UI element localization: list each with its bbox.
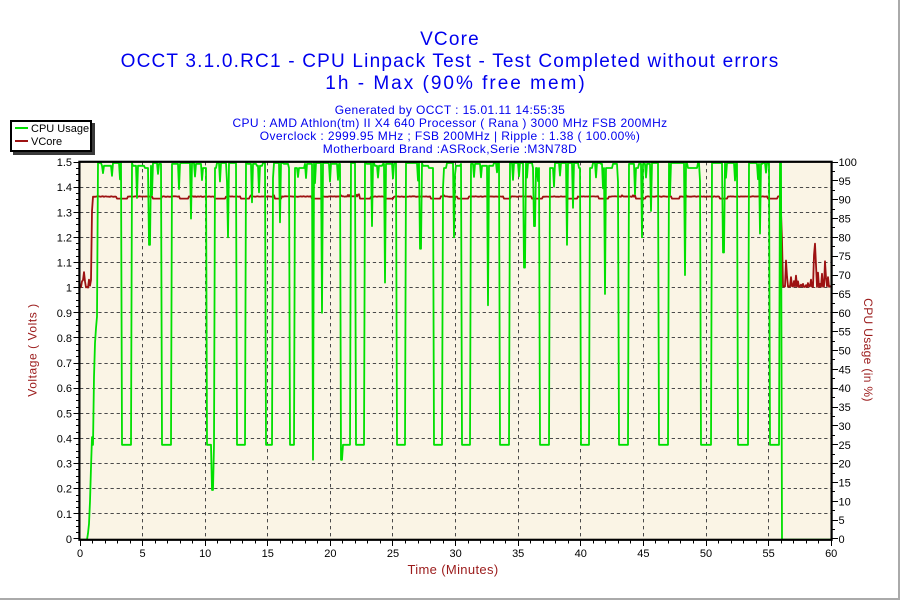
svg-text:15: 15 (839, 478, 851, 490)
svg-text:0.9: 0.9 (57, 308, 72, 320)
svg-text:0.7: 0.7 (57, 358, 72, 370)
svg-text:Voltage ( Volts ): Voltage ( Volts ) (26, 303, 40, 396)
svg-text:25: 25 (839, 440, 851, 452)
svg-text:95: 95 (839, 176, 851, 188)
svg-text:40: 40 (839, 383, 851, 395)
svg-text:0: 0 (77, 548, 83, 560)
svg-text:55: 55 (762, 548, 774, 560)
svg-text:20: 20 (324, 548, 336, 560)
svg-text:1.3: 1.3 (57, 207, 72, 219)
svg-text:0.3: 0.3 (57, 459, 72, 471)
svg-text:50: 50 (700, 548, 712, 560)
svg-text:75: 75 (839, 251, 851, 263)
svg-text:50: 50 (839, 346, 851, 358)
svg-text:0: 0 (839, 534, 845, 546)
svg-text:Time (Minutes): Time (Minutes) (407, 562, 498, 577)
svg-text:45: 45 (839, 364, 851, 376)
svg-text:5: 5 (140, 548, 146, 560)
svg-text:100: 100 (839, 157, 857, 169)
svg-text:80: 80 (839, 232, 851, 244)
svg-text:60: 60 (839, 308, 851, 320)
svg-text:1.1: 1.1 (57, 258, 72, 270)
svg-text:10: 10 (839, 496, 851, 508)
svg-text:1.2: 1.2 (57, 232, 72, 244)
svg-text:45: 45 (637, 548, 649, 560)
svg-text:30: 30 (449, 548, 461, 560)
svg-text:85: 85 (839, 214, 851, 226)
svg-text:10: 10 (199, 548, 211, 560)
svg-text:0.8: 0.8 (57, 333, 72, 345)
svg-text:55: 55 (839, 327, 851, 339)
svg-text:65: 65 (839, 289, 851, 301)
svg-text:90: 90 (839, 195, 851, 207)
svg-text:30: 30 (839, 421, 851, 433)
svg-text:35: 35 (839, 402, 851, 414)
svg-text:1.5: 1.5 (57, 157, 72, 169)
svg-text:0.2: 0.2 (57, 484, 72, 496)
svg-text:1: 1 (66, 283, 72, 295)
svg-text:20: 20 (839, 459, 851, 471)
svg-text:0.5: 0.5 (57, 408, 72, 420)
svg-text:60: 60 (825, 548, 837, 560)
svg-text:0.4: 0.4 (57, 434, 72, 446)
svg-text:25: 25 (387, 548, 399, 560)
svg-text:40: 40 (575, 548, 587, 560)
svg-text:0.6: 0.6 (57, 383, 72, 395)
svg-text:70: 70 (839, 270, 851, 282)
svg-text:5: 5 (839, 515, 845, 527)
svg-text:0.1: 0.1 (57, 509, 72, 521)
svg-text:15: 15 (262, 548, 274, 560)
svg-text:1.4: 1.4 (57, 182, 72, 194)
svg-text:CPU Usage (in %): CPU Usage (in %) (861, 298, 875, 402)
svg-text:0: 0 (66, 534, 72, 546)
svg-text:35: 35 (512, 548, 524, 560)
